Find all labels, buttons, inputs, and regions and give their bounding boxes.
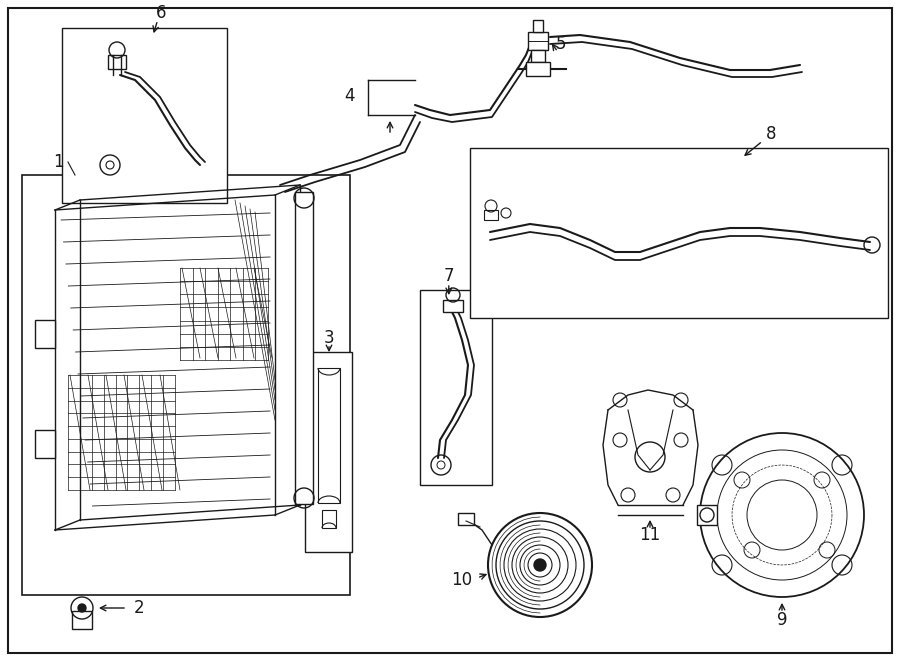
Text: 5: 5 xyxy=(556,35,566,53)
Circle shape xyxy=(78,604,86,612)
Bar xyxy=(528,32,548,50)
Bar xyxy=(531,50,545,62)
Bar xyxy=(526,62,550,76)
Bar xyxy=(470,148,888,318)
Text: 10: 10 xyxy=(451,571,472,589)
Bar xyxy=(443,300,463,312)
Bar xyxy=(697,505,717,525)
Text: 9: 9 xyxy=(777,611,788,629)
Bar xyxy=(318,368,340,503)
Text: 11: 11 xyxy=(639,526,661,544)
Bar xyxy=(305,352,352,552)
Bar xyxy=(295,192,313,504)
Bar xyxy=(62,28,227,203)
Bar xyxy=(22,175,350,595)
Bar xyxy=(322,510,336,528)
Bar xyxy=(458,513,474,525)
Circle shape xyxy=(534,559,546,571)
Bar xyxy=(533,20,543,32)
Bar xyxy=(35,430,55,458)
Text: 3: 3 xyxy=(324,329,334,347)
Text: 2: 2 xyxy=(134,599,145,617)
Text: 8: 8 xyxy=(766,125,776,143)
Text: 7: 7 xyxy=(444,267,454,285)
Bar xyxy=(108,55,126,69)
Bar xyxy=(420,290,492,485)
Text: 4: 4 xyxy=(345,87,355,105)
Text: 6: 6 xyxy=(156,4,166,22)
Text: 1: 1 xyxy=(53,153,63,171)
Bar xyxy=(35,320,55,348)
Bar xyxy=(484,210,498,220)
Bar xyxy=(72,611,92,629)
